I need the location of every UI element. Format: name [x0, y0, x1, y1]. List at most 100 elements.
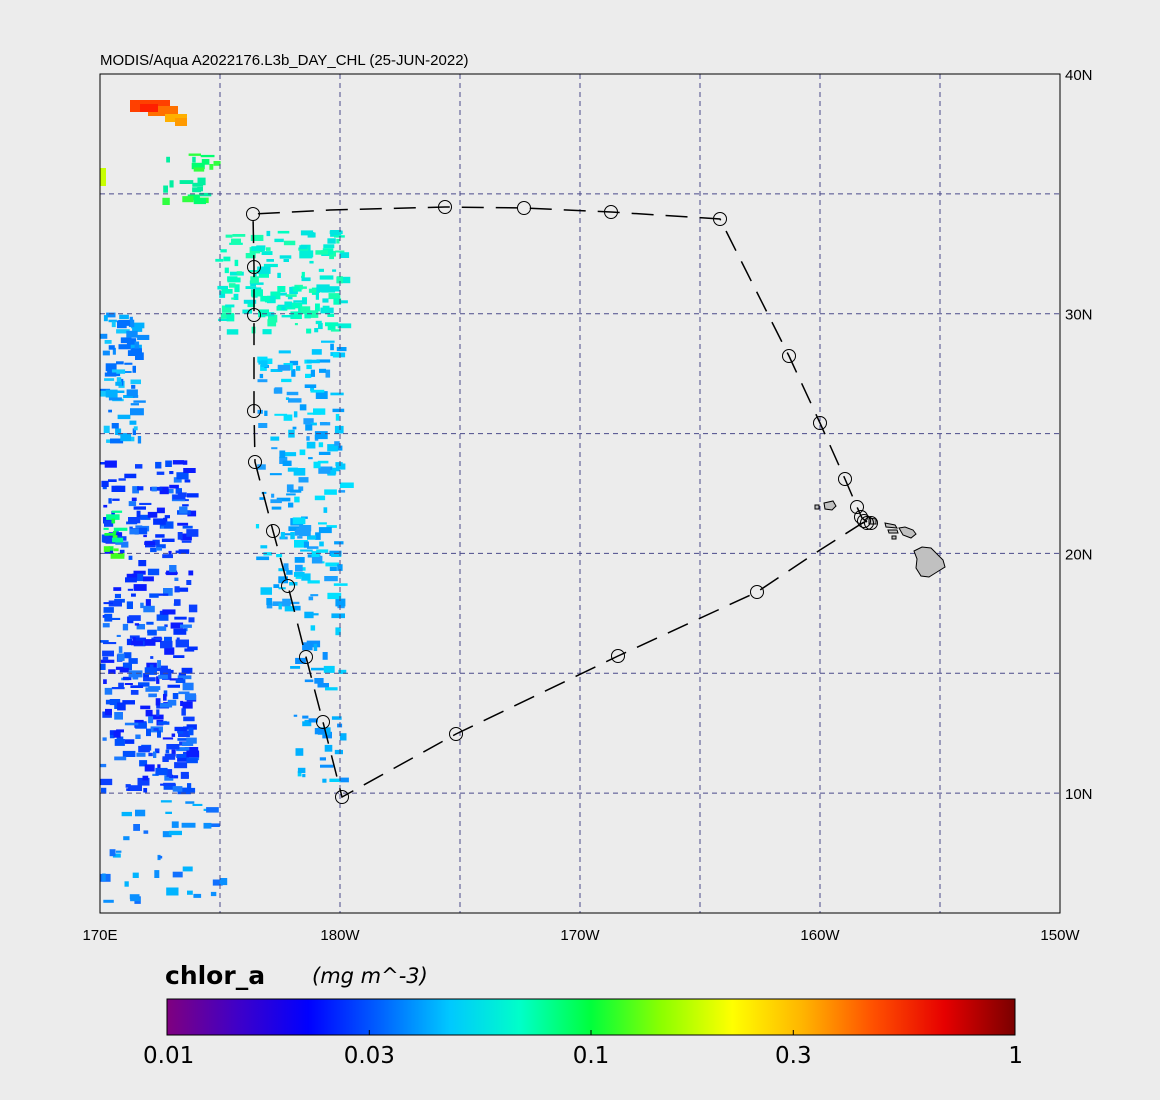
chlorophyll-pixel — [337, 564, 343, 571]
chlorophyll-pixel — [283, 452, 297, 457]
chlorophyll-pixel — [182, 682, 194, 691]
chlorophyll-pixel — [103, 504, 108, 508]
chlorophyll-pixel — [213, 161, 221, 166]
chlorophyll-pixel — [100, 778, 113, 786]
chlorophyll-pixel — [319, 368, 326, 373]
chlorophyll-pixel — [102, 656, 109, 661]
chlorophyll-pixel — [293, 286, 302, 292]
chlorophyll-pixel — [111, 321, 116, 328]
chlorophyll-pixel — [104, 378, 115, 381]
chlorophyll-pixel — [165, 460, 172, 467]
chlorophyll-pixel — [320, 764, 334, 768]
chlorophyll-pixel — [181, 822, 196, 828]
chlorophyll-pixel — [315, 291, 319, 300]
chlorophyll-pixel — [158, 855, 163, 859]
chlorophyll-pixel — [132, 365, 136, 373]
chlorophyll-pixel — [336, 276, 351, 284]
chlorophyll-pixel — [327, 469, 337, 475]
chlorophyll-pixel — [311, 555, 323, 564]
chlorophyll-pixel — [314, 431, 328, 440]
chlorophyll-pixel — [330, 392, 344, 396]
chlorophyll-pixel — [301, 271, 305, 277]
colorbar: chlor_a (mg m^-3) 0.01 0.03 0.1 0.3 1 — [143, 961, 1023, 1069]
chlorophyll-pixel — [164, 775, 174, 781]
chlorophyll-pixel — [207, 823, 220, 827]
longitude-tick-label: 170W — [560, 927, 600, 944]
chlorophyll-pixel — [306, 441, 316, 449]
chlorophyll-pixel — [118, 478, 126, 481]
island-landmass — [814, 504, 820, 510]
chlorophyll-pixel — [269, 473, 282, 476]
chlorophyll-pixel — [223, 256, 231, 262]
colorbar-gradient — [166, 998, 1016, 1036]
chlorophyll-pixel — [326, 525, 337, 528]
chlorophyll-pixel — [104, 520, 114, 527]
station-marker — [713, 212, 727, 226]
chlorophyll-pixel — [334, 235, 345, 238]
chlorophyll-pixel — [327, 592, 342, 600]
chlorophyll-pixel — [166, 744, 180, 750]
chlorophyll-pixel — [104, 460, 117, 468]
chlorophyll-pixel — [123, 652, 132, 659]
chlorophyll-pixel — [334, 441, 340, 446]
chlorophyll-pixel — [111, 485, 126, 492]
chlorophyll-pixel — [161, 538, 175, 542]
chlorophyll-pixel — [185, 801, 195, 804]
chlorophyll-pixel — [134, 623, 140, 626]
chlorophyll-pixel — [187, 783, 192, 789]
chlorophyll-pixel — [299, 449, 306, 456]
chlorophyll-pixel — [336, 347, 347, 352]
chlorophyll-pixel — [169, 565, 177, 573]
chlorophyll-pixel — [306, 359, 320, 364]
chlorophyll-pixel — [268, 314, 278, 323]
chlorophyll-pixel — [203, 808, 208, 811]
chlorophyll-pixel — [293, 411, 298, 418]
chlorophyll-pixel — [187, 646, 198, 651]
chlorophyll-pixel — [108, 669, 116, 674]
chlorophyll-pixel — [137, 436, 142, 444]
chlorophyll-pixel — [108, 345, 115, 350]
chlorophyll-pixel — [292, 426, 297, 430]
chlorophyll-pixel — [329, 566, 337, 571]
chlorophyll-pixel — [129, 528, 139, 535]
chlorophyll-pixel — [179, 506, 188, 514]
chlorophyll-pixel — [301, 310, 307, 314]
chlorophyll-pixel — [116, 361, 124, 365]
island-landmass — [891, 535, 897, 540]
chlorophyll-pixel — [131, 322, 145, 329]
chlorophyll-pixel — [332, 408, 345, 413]
chlorophyll-pixel — [104, 340, 112, 344]
chlorophyll-pixel — [297, 536, 303, 539]
chlorophyll-pixel — [258, 310, 266, 318]
chlorophyll-pixel — [128, 319, 135, 328]
chlorophyll-pixel — [209, 164, 214, 170]
chlorophyll-pixel — [311, 349, 322, 355]
chlorophyll-pixel — [149, 664, 154, 669]
chlorophyll-pixel — [339, 252, 350, 258]
chlorophyll-pixel — [181, 667, 193, 674]
chlorophyll-pixel — [309, 260, 314, 264]
chlorophyll-pixel — [173, 655, 185, 658]
chlorophyll-pixel — [325, 687, 338, 691]
chlorophyll-pixel — [182, 742, 194, 746]
chlorophyll-pixel — [302, 721, 312, 727]
chlorophyll-pixel — [150, 656, 154, 659]
longitude-tick-label: 180W — [320, 927, 360, 944]
chlorophyll-pixel — [295, 564, 303, 572]
chlorophyll-pixel — [100, 663, 106, 670]
chlorophyll-pixel — [326, 286, 340, 292]
chlorophyll-pixel — [128, 785, 142, 791]
chlorophyll-pixel — [177, 675, 192, 680]
chlorophyll-pixel — [323, 507, 328, 513]
chlorophyll-pixel — [163, 690, 168, 697]
chlorophyll-pixel — [332, 467, 340, 472]
latitude-tick-label: 20N — [1065, 546, 1093, 563]
chlorophyll-pixel — [321, 340, 335, 343]
chlorophyll-pixel — [130, 690, 139, 695]
colorbar-ticks: 0.01 0.03 0.1 0.3 1 — [143, 1030, 1023, 1069]
chlorophyll-pixel — [108, 546, 114, 551]
chlorophyll-pixel — [311, 667, 324, 671]
chlorophyll-pixel — [306, 328, 312, 334]
chlorophyll-pixel — [295, 576, 302, 579]
chlorophyll-pixel — [177, 738, 188, 741]
